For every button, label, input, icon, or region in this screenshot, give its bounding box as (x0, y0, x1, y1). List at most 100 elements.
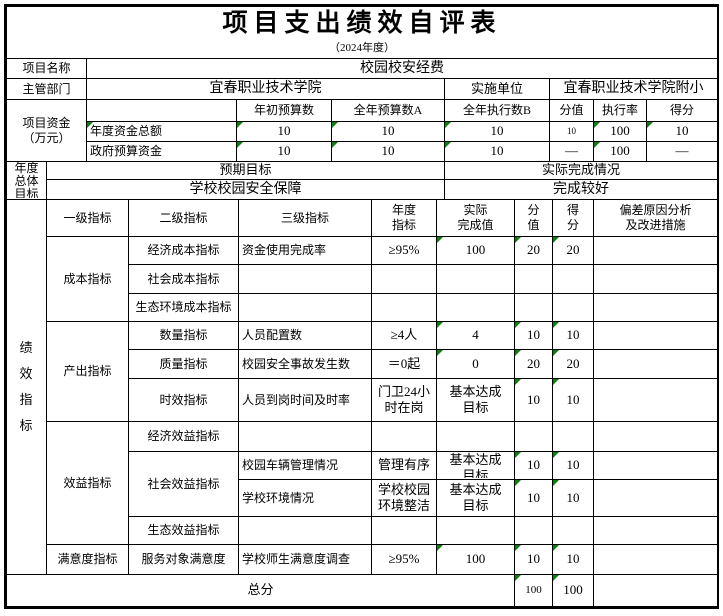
excel-flag-triangle-icon (594, 142, 600, 148)
fund-value-cell: 10 (236, 121, 332, 142)
indicator-l2-cell: 服务对象满意度 (128, 544, 239, 575)
table-row: 时效指标 人员到岗时间及时率 门卫24小 时在岗 基本达成 目标 10 10 (7, 378, 718, 422)
weight-cell (514, 264, 553, 294)
indicator-l3-cell: 校园车辆管理情况 (238, 451, 372, 480)
excel-flag-triangle-icon (553, 350, 559, 356)
total-remark-cell (593, 574, 718, 607)
indicator-l2-cell: 社会效益指标 (128, 451, 239, 517)
annual-target-cell: 门卫24小 时在岗 (371, 378, 437, 422)
remark-cell (593, 378, 718, 422)
total-label-cell: 总分 (6, 574, 515, 607)
excel-flag-triangle-icon (515, 452, 521, 458)
project-name-row: 项目名称 校园校安经费 (6, 58, 719, 79)
indicator-l3-cell: 校园安全事故发生数 (238, 349, 372, 379)
excel-flag-triangle-icon (647, 122, 653, 128)
fund-header-row: 项目资金 （万元） 年初预算数 全年预算数A 全年执行数B 分值 执行率 得分 (6, 99, 719, 162)
expected-goal-header-cell: 预期目标 (46, 161, 445, 180)
fund-col-header-cell: 分值 (549, 99, 594, 122)
excel-flag-triangle-icon (553, 575, 559, 581)
excel-flag-triangle-icon (445, 142, 451, 148)
annual-target-cell: ≥95% (371, 236, 437, 265)
excel-flag-triangle-icon (515, 480, 521, 486)
indicator-l2-cell: 经济成本指标 (128, 236, 239, 265)
fund-value-cell: 10 (331, 121, 445, 142)
annual-target-cell: 学校校园 环境整洁 (371, 479, 437, 517)
actual-value-cell (436, 264, 515, 294)
table-row: 产出指标 数量指标 人员配置数 ≥4人 4 10 10 (7, 321, 718, 422)
score-header-cell: 得 分 (552, 199, 594, 237)
score-cell: 10 (552, 378, 594, 422)
fund-gov-row: 政府预算资金 10 10 10 — 100 — (7, 141, 719, 162)
excel-flag-triangle-icon (437, 545, 443, 551)
table-row: 社会成本指标 (7, 264, 718, 294)
remark-header-cell: 偏差原因分析 及改进措施 (593, 199, 718, 237)
weight-cell: 10 (514, 451, 553, 480)
excel-flag-triangle-icon (437, 350, 443, 356)
weight-cell: 10 (514, 544, 553, 575)
annual-target-cell: ≥95% (371, 544, 437, 575)
subtitle-row: （2024年度） (5, 39, 719, 59)
weight-cell (514, 516, 553, 545)
annual-target-cell: ≥4人 (371, 321, 437, 350)
excel-flag-triangle-icon (553, 237, 559, 243)
fund-subrow-header-empty-cell (86, 99, 237, 122)
total-weight-cell: 100 (514, 574, 553, 607)
score-cell: 10 (552, 321, 594, 350)
annual-target-cell: ＝0起 (371, 349, 437, 379)
excel-flag-triangle-icon (437, 322, 443, 328)
fund-value-cell: 10 (444, 141, 550, 162)
dept-label-cell: 主管部门 (6, 78, 87, 100)
excel-flag-triangle-icon (237, 142, 243, 148)
indicator-l1-cell: 效益指标 (46, 421, 129, 545)
actual-value-cell: 0 (436, 349, 515, 379)
indicator-l2-cell: 经济效益指标 (128, 421, 239, 452)
department-row: 主管部门 宜春职业技术学院 实施单位 宜春职业技术学院附小 (6, 78, 719, 100)
indicator-l3-cell: 资金使用完成率 (238, 236, 372, 265)
fund-score-cell: 10 (645, 121, 719, 142)
fund-col-header-cell: 全年预算数A (331, 99, 445, 122)
fund-col-header-cell: 全年执行数B (444, 99, 550, 122)
score-cell: 10 (552, 479, 594, 517)
excel-flag-triangle-icon (237, 122, 243, 128)
actual-value-cell (436, 421, 515, 452)
table-row: 满意度指标 服务对象满意度 学校师生满意度调查 ≥95% 100 10 10 (7, 544, 718, 575)
goal-value-row: 学校校园安全保障 完成较好 (7, 179, 718, 200)
impl-unit-value-cell: 宜春职业技术学院附小 (548, 78, 719, 100)
score-cell (552, 421, 594, 452)
annual-target-header-cell: 年度 指标 (371, 199, 437, 237)
fund-col-header-cell: 年初预算数 (236, 99, 332, 122)
indicator-l3-cell: 学校环境情况 (238, 479, 372, 517)
score-cell (552, 293, 594, 322)
annual-target-cell (371, 421, 437, 452)
actual-value-header-cell: 实际 完成值 (436, 199, 515, 237)
indicator-header-row: 绩 效 指 标 一级指标 二级指标 三级指标 年度 指标 实际 完成值 分 值 … (6, 199, 718, 575)
fund-row-label-cell: 政府预算资金 (86, 141, 237, 162)
annual-target-cell (371, 293, 437, 322)
annual-target-cell (371, 516, 437, 545)
table-row: 生态环境成本指标 (7, 293, 718, 322)
fund-value-cell: 10 (331, 141, 445, 162)
impl-unit-label-cell: 实施单位 (444, 78, 550, 100)
goal-header-row: 年度 总体 目标 预期目标 实际完成情况 (6, 161, 718, 200)
excel-flag-triangle-icon (332, 142, 338, 148)
remark-cell (593, 293, 718, 322)
fund-col-header-cell: 得分 (645, 99, 719, 122)
fund-rate-cell: 100 (593, 121, 647, 142)
indicator-l2-cell: 质量指标 (128, 349, 239, 379)
actual-value-cell: 基本达成 目标 (436, 451, 515, 480)
score-cell: 10 (552, 451, 594, 480)
remark-cell (593, 349, 718, 379)
indicator-l3-cell (238, 264, 372, 294)
excel-flag-triangle-icon (553, 322, 559, 328)
fund-weight-cell: 10 (549, 121, 594, 142)
excel-flag-triangle-icon (515, 575, 521, 581)
table-row: 成本指标 经济成本指标 资金使用完成率 ≥95% 100 20 20 (7, 236, 718, 322)
actual-value-cell: 100 (436, 544, 515, 575)
indicator-l1-cell: 产出指标 (46, 321, 129, 422)
indicator-l1-cell: 成本指标 (46, 236, 129, 322)
excel-flag-triangle-icon (515, 237, 521, 243)
table-row: 质量指标 校园安全事故发生数 ＝0起 0 20 20 (7, 349, 718, 379)
l3-header-cell: 三级指标 (238, 199, 372, 237)
weight-header-cell: 分 值 (514, 199, 553, 237)
score-cell: 20 (552, 349, 594, 379)
